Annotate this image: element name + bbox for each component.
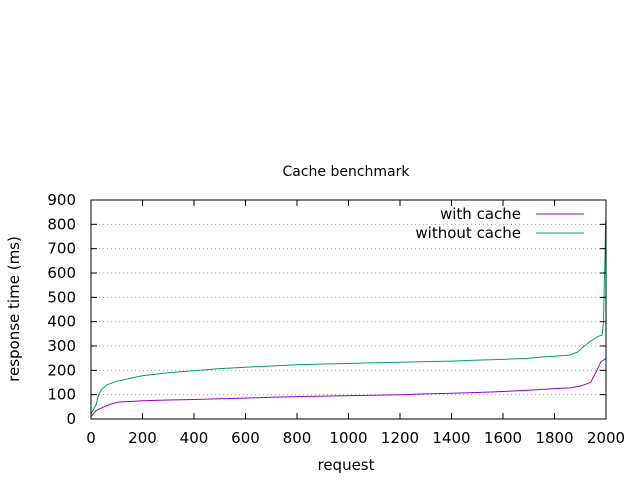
- x-tick-label-1400: 1400: [432, 429, 470, 447]
- x-axis-label: request: [317, 456, 374, 474]
- y-tick-label-0: 0: [66, 410, 76, 428]
- y-tick-label-600: 600: [47, 264, 76, 282]
- y-tick-label-400: 400: [47, 313, 76, 331]
- x-tick-label-1200: 1200: [381, 429, 419, 447]
- plot-border: [90, 199, 607, 420]
- chart-title: Cache benchmark: [282, 164, 410, 180]
- x-tick-label-800: 800: [283, 429, 312, 447]
- x-tick-label-1600: 1600: [484, 429, 522, 447]
- x-tick-label-600: 600: [231, 429, 260, 447]
- x-tick-label-200: 200: [128, 429, 157, 447]
- series-lines: [90, 216, 607, 417]
- x-tick-label-400: 400: [180, 429, 209, 447]
- y-tick-label-500: 500: [47, 288, 76, 306]
- grid-lines: [91, 199, 606, 396]
- y-tick-label-900: 900: [47, 191, 76, 209]
- y-tick-label-100: 100: [47, 386, 76, 404]
- y-tick-label-300: 300: [47, 337, 76, 355]
- legend-label-2: without cache: [415, 224, 521, 242]
- x-tick-label-1000: 1000: [329, 429, 367, 447]
- series-line-1: [90, 357, 607, 417]
- x-tick-label-2000: 2000: [587, 429, 625, 447]
- tick-labels: 0 100 200 300 400 500 600 700 800 900 0 200 400 600 80…: [47, 191, 625, 447]
- legend-label-1: with cache: [440, 205, 521, 223]
- y-axis-label: response time (ms): [5, 236, 23, 382]
- y-tick-label-800: 800: [47, 215, 76, 233]
- y-tick-label-700: 700: [47, 240, 76, 258]
- x-tick-label-1800: 1800: [535, 429, 573, 447]
- series-line-2: [90, 216, 607, 415]
- y-tick-label-200: 200: [47, 361, 76, 379]
- x-tick-label-0: 0: [86, 429, 96, 447]
- axes: [90, 199, 607, 420]
